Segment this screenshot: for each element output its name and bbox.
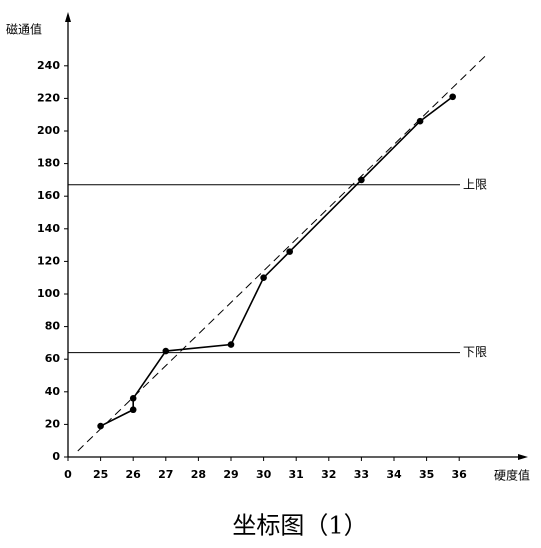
data-point	[260, 274, 267, 282]
x-axis-label: 硬度值	[494, 468, 530, 483]
y-tick-label: 140	[37, 222, 60, 235]
caption: 坐标图（1）	[232, 512, 367, 540]
y-tick-label: 60	[45, 352, 61, 365]
reference-label: 上限	[463, 177, 487, 191]
data-point	[227, 341, 235, 348]
x-tick-label: 33	[354, 468, 369, 481]
y-tick-label: 0	[52, 450, 60, 463]
data-point	[358, 176, 365, 184]
x-tick-label: 28	[191, 468, 206, 481]
x-arrow	[518, 454, 528, 460]
x-tick-label: 35	[419, 468, 434, 481]
y-tick-label: 40	[45, 385, 61, 398]
data-point	[286, 248, 293, 255]
data-point	[416, 117, 424, 125]
y-arrow	[65, 12, 71, 22]
x-tick-label: 32	[321, 468, 336, 481]
y-tick-label: 180	[37, 157, 60, 170]
data-point	[129, 406, 137, 414]
x-tick-label: 0	[64, 468, 72, 481]
y-tick-label: 160	[37, 189, 60, 202]
data-point	[162, 347, 170, 355]
y-tick-label: 120	[37, 254, 60, 267]
reference-label: 下限	[463, 345, 487, 359]
x-tick-label: 29	[223, 468, 238, 481]
x-tick-label: 30	[256, 468, 272, 481]
x-tick-label: 25	[93, 468, 108, 481]
x-tick-label: 34	[386, 468, 402, 481]
x-tick-label: 26	[126, 468, 142, 481]
y-tick-label: 200	[37, 124, 60, 137]
y-axis-label: 磁通值	[6, 22, 42, 37]
x-tick-label: 31	[289, 468, 304, 481]
y-tick-label: 100	[37, 287, 60, 300]
series-line	[100, 96, 454, 427]
y-tick-label: 80	[45, 320, 61, 333]
data-point	[129, 395, 137, 402]
data-point	[449, 93, 456, 101]
x-tick-label: 27	[158, 468, 173, 481]
x-tick-label: 36	[452, 468, 468, 481]
series-line	[77, 55, 486, 452]
y-tick-label: 220	[37, 91, 60, 104]
y-tick-label: 20	[45, 417, 61, 430]
y-tick-label: 240	[37, 59, 60, 72]
